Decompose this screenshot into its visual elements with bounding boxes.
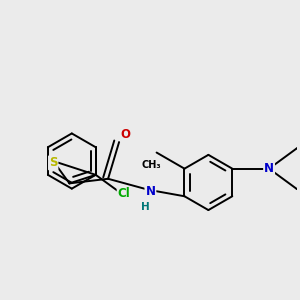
Text: S: S [49,156,58,170]
Text: O: O [121,128,130,141]
Text: N: N [146,185,155,198]
Text: H: H [140,202,149,212]
Text: Cl: Cl [118,187,130,200]
Text: CH₃: CH₃ [141,160,161,170]
Text: N: N [264,162,274,175]
